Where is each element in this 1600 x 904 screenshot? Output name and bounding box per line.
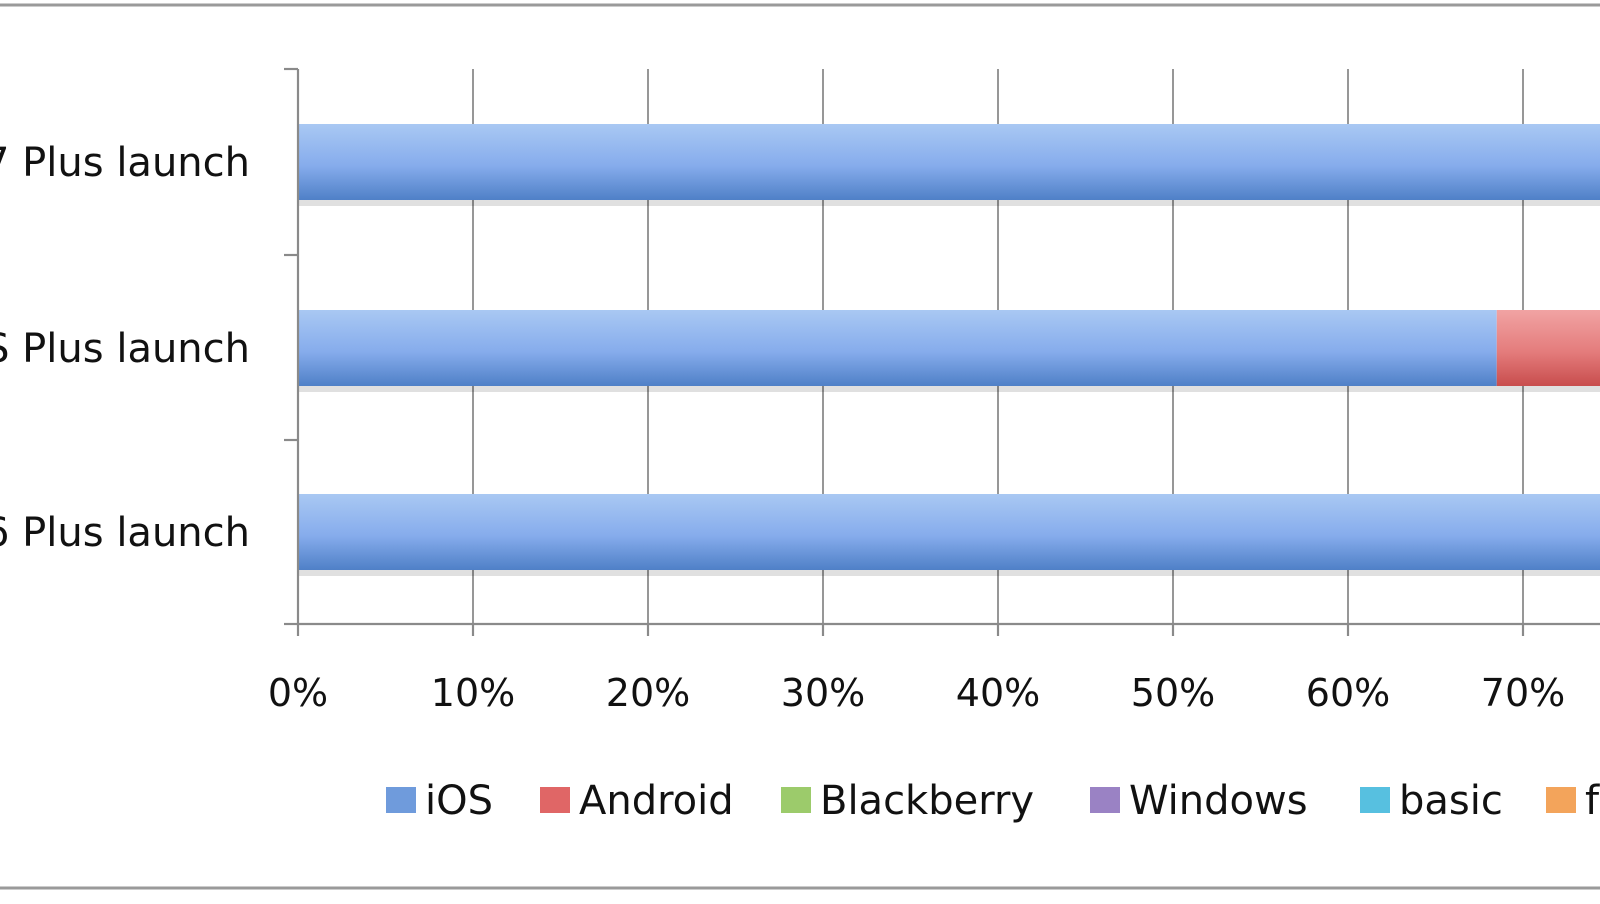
legend-label-windows: Windows	[1129, 778, 1308, 824]
x-tick-label-50: 50%	[1131, 671, 1215, 715]
x-tick-label-10: 10%	[431, 671, 515, 715]
category-label-2: 6 Plus launch	[0, 510, 250, 556]
x-tick-label-60: 60%	[1306, 671, 1390, 715]
bar-shadow-2	[298, 570, 1600, 576]
legend-swatch-blackberry	[781, 787, 811, 813]
legend-label-blackberry: Blackberry	[820, 778, 1034, 824]
bar-shadow-0	[298, 200, 1600, 206]
legend-label-ios: iOS	[425, 778, 493, 824]
bar-ios-0	[298, 124, 1600, 200]
bar-ios-2	[298, 494, 1600, 570]
category-label-1: S Plus launch	[0, 326, 250, 372]
x-tick-label-20: 20%	[606, 671, 690, 715]
category-label-0: 7 Plus launch	[0, 140, 250, 186]
legend-swatch-ios	[386, 787, 416, 813]
x-tick-label-40: 40%	[956, 671, 1040, 715]
bar-layer	[298, 124, 1600, 576]
legend-swatch-f	[1546, 787, 1576, 813]
bar-shadow-1	[298, 386, 1600, 392]
bar-ios-1	[298, 310, 1497, 386]
legend-layer: iOS Android Blackberry Windows basic f	[386, 778, 1600, 824]
axis-layer: 0% 10% 20% 30% 40% 50% 60% 70% 7 Plus launch S Pl…	[0, 67, 1600, 715]
legend-label-f: f	[1585, 778, 1600, 824]
legend-swatch-android	[540, 787, 570, 813]
x-tick-label-70: 70%	[1481, 671, 1565, 715]
legend-label-android: Android	[579, 778, 734, 824]
bar-android-1	[1496, 310, 1600, 386]
x-tick-label-30: 30%	[781, 671, 865, 715]
x-tick-label-0: 0%	[268, 671, 328, 715]
frame-layer	[0, 3, 1600, 890]
legend-swatch-windows	[1090, 787, 1120, 813]
legend-swatch-basic	[1360, 787, 1390, 813]
legend-label-basic: basic	[1399, 778, 1503, 824]
